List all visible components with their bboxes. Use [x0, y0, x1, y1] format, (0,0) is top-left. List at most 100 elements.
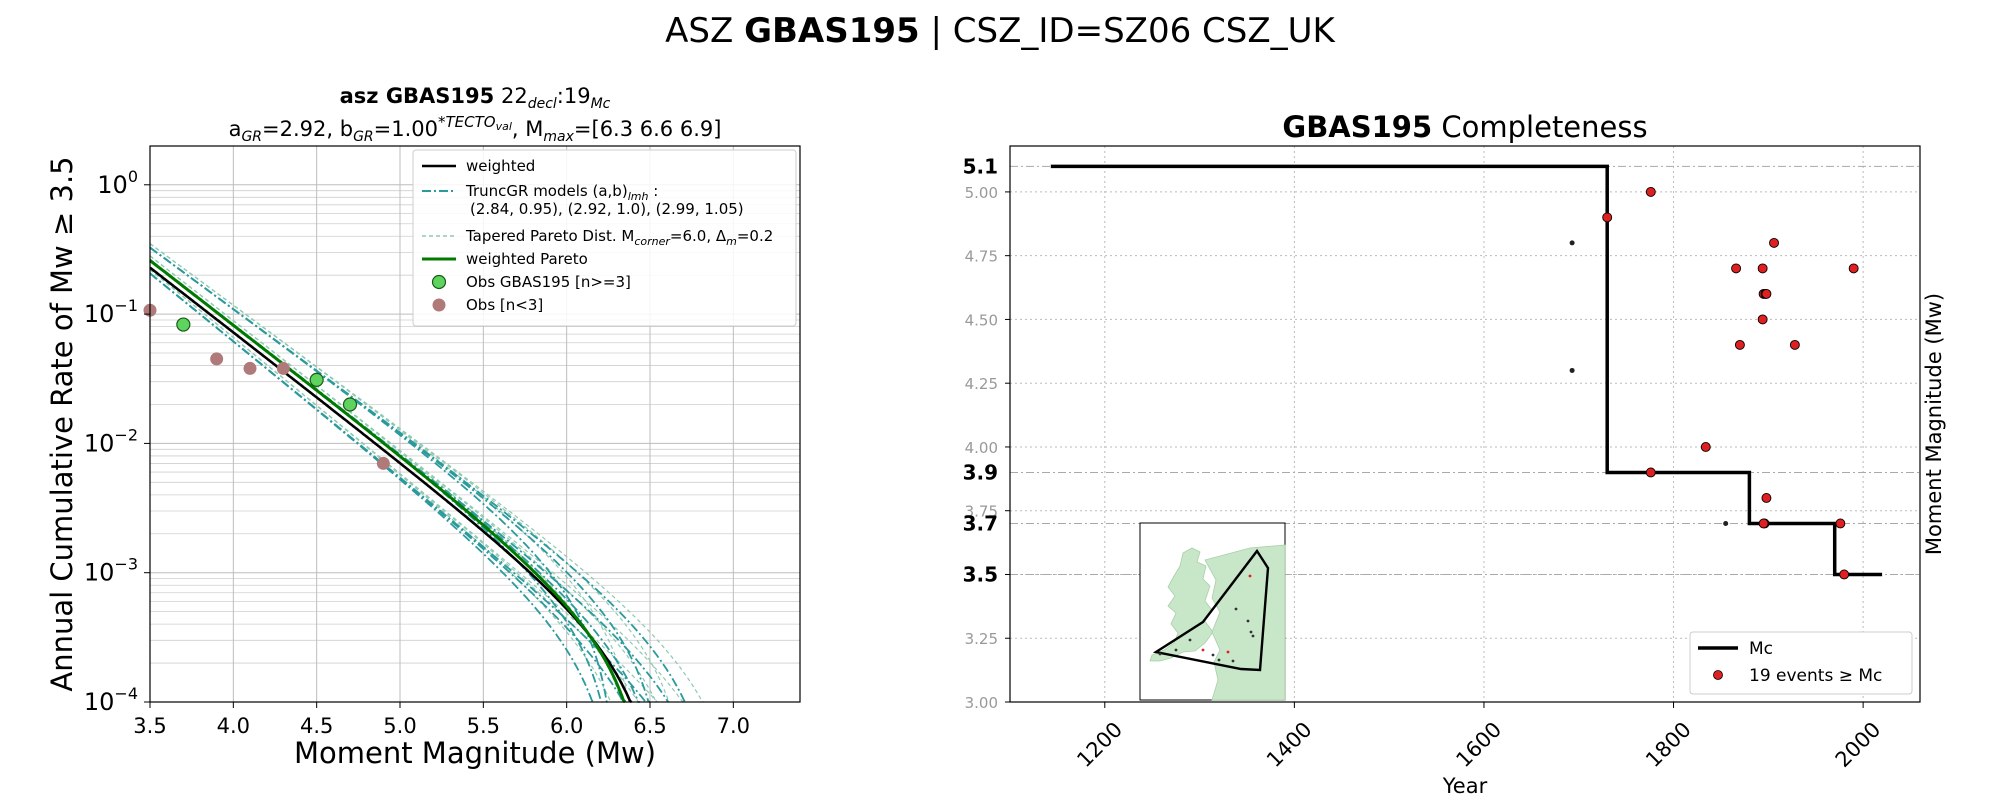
obs-small-point: [210, 352, 224, 366]
mfd-xtick-label: 6.5: [633, 714, 666, 738]
completeness-ytick-label: 4.00: [965, 439, 998, 457]
obs-main-point: [176, 317, 191, 332]
obs-small-point: [243, 361, 257, 375]
inset-map-zone-polygon: [1152, 548, 1270, 672]
completeness-xtick-label: 1600: [1451, 717, 1506, 772]
event-above-mc: [1835, 518, 1846, 529]
completeness-plot-frame: [1009, 145, 1921, 703]
truncgr-model-curve: [149, 272, 648, 703]
mfd-xtick-label: 7.0: [717, 714, 750, 738]
event-below-mc: [1569, 240, 1575, 246]
mc-step-line: [1050, 164, 1883, 577]
mfd-ytick-label: 10−1: [84, 296, 138, 328]
legend-label-truncgr-values: (2.84, 0.95), (2.92, 1.0), (2.99, 1.05): [470, 200, 744, 218]
inset-map-land: [1149, 547, 1214, 662]
legend-label-pareto: weighted Pareto: [466, 250, 588, 268]
mfd-ticks: 3.5 4.0 4.5 5.0 5.5 6.0 6.5 7.0 100 10−1 10−2 10−3 1…: [84, 167, 750, 738]
event-above-mc: [1761, 493, 1772, 503]
figure-title-bold: GBAS195: [744, 11, 920, 51]
legend-marker-events: [1713, 670, 1723, 680]
event-above-mc: [1602, 212, 1613, 223]
completeness-xtick-label: 1400: [1262, 717, 1317, 772]
mfd-xtick-label: 3.5: [133, 714, 166, 738]
completeness-xtick-label: 1200: [1072, 717, 1127, 772]
mfd-ytick-label: 10−3: [84, 555, 138, 587]
figure-title-suffix: | CSZ_ID=SZ06 CSZ_UK: [920, 11, 1337, 51]
mfd-xtick-label: 5.0: [383, 714, 416, 738]
mc-level-label: 3.9: [963, 460, 998, 484]
completeness-title: GBAS195 Completeness: [1282, 110, 1647, 144]
event-above-mc: [1761, 288, 1772, 299]
figure-title: ASZ GBAS195 | CSZ_ID=SZ06 CSZ_UK: [665, 11, 1336, 51]
inset-map: [1139, 522, 1286, 701]
mfd-ytick-label: 10−4: [84, 684, 138, 716]
mc-level-label: 3.7: [963, 511, 998, 535]
mfd-xtick-label: 4.5: [300, 714, 333, 738]
legend-label-obs-small: Obs [n<3]: [466, 296, 543, 314]
event-above-mc: [1700, 442, 1711, 452]
completeness-ytick-label: 3.25: [965, 630, 998, 648]
mfd-xlabel: Moment Magnitude (Mw): [294, 736, 656, 770]
legend-label-obs-main: Obs GBAS195 [n>=3]: [466, 273, 631, 291]
mc-level-label: 5.1: [963, 154, 998, 178]
obs-main-point: [342, 397, 358, 412]
mfd-ylabel: Annual Cumulative Rate of Mw ≥ 3.5: [45, 156, 79, 691]
tapered-pareto-curve: [149, 243, 704, 703]
mfd-panel: asz GBAS195 22decl:19Mc aGR=2.92, bGR=1.…: [45, 84, 801, 770]
legend-label-mc: Mc: [1749, 639, 1773, 659]
mfd-legend: weighted TruncGR models (a,b)lmh : (2.84…: [412, 149, 797, 327]
legend-marker-obs-main: [431, 274, 447, 290]
event-below-mc: [1569, 367, 1575, 373]
completeness-ytick-label: 4.25: [965, 375, 998, 393]
truncgr-model-curve: [149, 272, 595, 703]
legend-label-tapered: Tapered Pareto Dist. Mcorner=6.0, Δm=0.2: [465, 227, 773, 248]
weighted-pareto-curve: [149, 259, 627, 703]
mfd-ytick-label: 10−2: [84, 425, 138, 457]
mfd-curves: [149, 243, 704, 704]
completeness-xlabel: Year: [1442, 774, 1488, 798]
event-below-mc: [1723, 520, 1729, 526]
completeness-ylabel: Moment Magnitude (Mw): [1922, 293, 1946, 555]
tapered-pareto-curve: [149, 269, 659, 703]
event-above-mc: [1731, 263, 1742, 274]
completeness-xtick-label: 1800: [1641, 717, 1696, 772]
completeness-panel: GBAS195 Completeness 1200 1400 1600 1800 200…: [963, 110, 1946, 798]
event-above-mc: [1645, 186, 1656, 197]
completeness-legend: Mc 19 events ≥ Mc: [1689, 631, 1913, 695]
event-above-mc: [1769, 237, 1779, 248]
weighted-curve: [149, 266, 633, 704]
event-above-mc: [1757, 263, 1768, 274]
mfd-xtick-label: 6.0: [550, 714, 583, 738]
mfd-plot-frame: [149, 145, 801, 703]
figure-title-prefix: ASZ: [665, 11, 744, 51]
completeness-ytick-label: 5.00: [965, 184, 998, 202]
truncgr-model-curve: [149, 272, 626, 703]
completeness-ytick-label: 4.50: [965, 311, 998, 329]
mc-level-label: 3.5: [963, 562, 998, 586]
event-above-mc: [1734, 339, 1745, 350]
event-above-mc: [1789, 339, 1800, 350]
obs-small-point: [276, 361, 290, 375]
obs-main-point: [309, 372, 324, 387]
truncgr-model-curve: [149, 246, 686, 703]
mfd-xtick-label: 4.0: [217, 714, 250, 738]
event-above-mc: [1839, 569, 1850, 580]
legend-label-events: 19 events ≥ Mc: [1749, 666, 1882, 686]
tapered-pareto-curve: [149, 255, 684, 703]
legend-label-weighted: weighted: [466, 157, 535, 175]
completeness-ytick-label: 3.00: [965, 694, 998, 712]
truncgr-model-curve: [149, 246, 609, 703]
legend-label-truncgr: TruncGR models (a,b)lmh :: [465, 182, 658, 203]
inset-map-land-east: [1204, 544, 1286, 701]
event-above-mc: [1758, 518, 1769, 529]
mfd-title-line2: aGR=2.92, bGR=1.00*TECTOval, Mmax=[6.3 6…: [229, 113, 722, 145]
completeness-ytick-label: 4.75: [965, 248, 998, 266]
mfd-observations: [143, 303, 390, 470]
completeness-events: [1569, 186, 1859, 580]
mc-step-path: [1050, 164, 1883, 577]
legend-marker-obs-small: [432, 298, 446, 312]
completeness-ytick-label: 3.75: [965, 503, 998, 521]
mfd-xtick-label: 5.5: [467, 714, 500, 738]
mfd-ytick-label: 100: [97, 167, 138, 199]
